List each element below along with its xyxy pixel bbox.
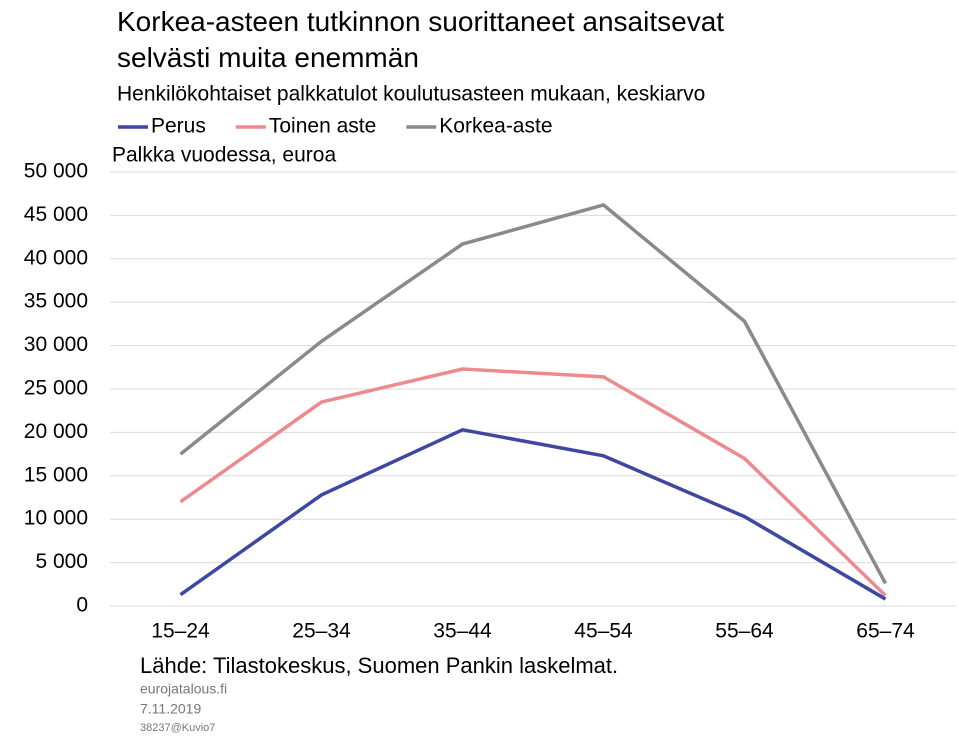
legend-label: Korkea-aste — [439, 115, 552, 138]
chart-title: Korkea-asteen tutkinnon suorittaneet ans… — [117, 6, 725, 73]
y-tick-label: 10 000 — [24, 507, 88, 530]
y-tick-label: 50 000 — [24, 160, 88, 183]
x-tick-label: 35–44 — [433, 620, 492, 643]
y-tick-label: 35 000 — [24, 290, 88, 313]
y-tick-label: 40 000 — [24, 246, 88, 269]
footnote: eurojatalous.fi — [140, 681, 227, 697]
chart-subtitle: Henkilökohtaiset palkkatulot koulutusast… — [117, 83, 705, 106]
footnote: 7.11.2019 — [140, 701, 201, 717]
y-tick-label: 20 000 — [24, 420, 88, 443]
y-axis-label: Palkka vuodessa, euroa — [112, 144, 336, 167]
x-tick-label: 55–64 — [715, 620, 774, 643]
series-line — [179, 203, 888, 585]
y-tick-label: 30 000 — [24, 333, 88, 356]
y-tick-label: 5 000 — [35, 550, 88, 573]
footnote: 38237@Kuvio7 — [140, 722, 215, 734]
y-tick-label: 0 — [76, 594, 88, 617]
source: Lähde: Tilastokeskus, Suomen Pankin lask… — [140, 653, 618, 678]
x-tick-label: 15–24 — [151, 620, 210, 643]
series-line — [179, 367, 887, 597]
legend-label: Toinen aste — [269, 115, 376, 138]
y-tick-label: 45 000 — [24, 203, 88, 226]
x-tick-label: 25–34 — [292, 620, 351, 643]
y-tick-label: 25 000 — [24, 377, 88, 400]
legend-label: Perus — [151, 115, 206, 138]
y-tick-label: 15 000 — [24, 463, 88, 486]
x-tick-label: 65–74 — [856, 620, 915, 643]
x-tick-label: 45–54 — [574, 620, 633, 643]
series-line — [179, 427, 887, 601]
